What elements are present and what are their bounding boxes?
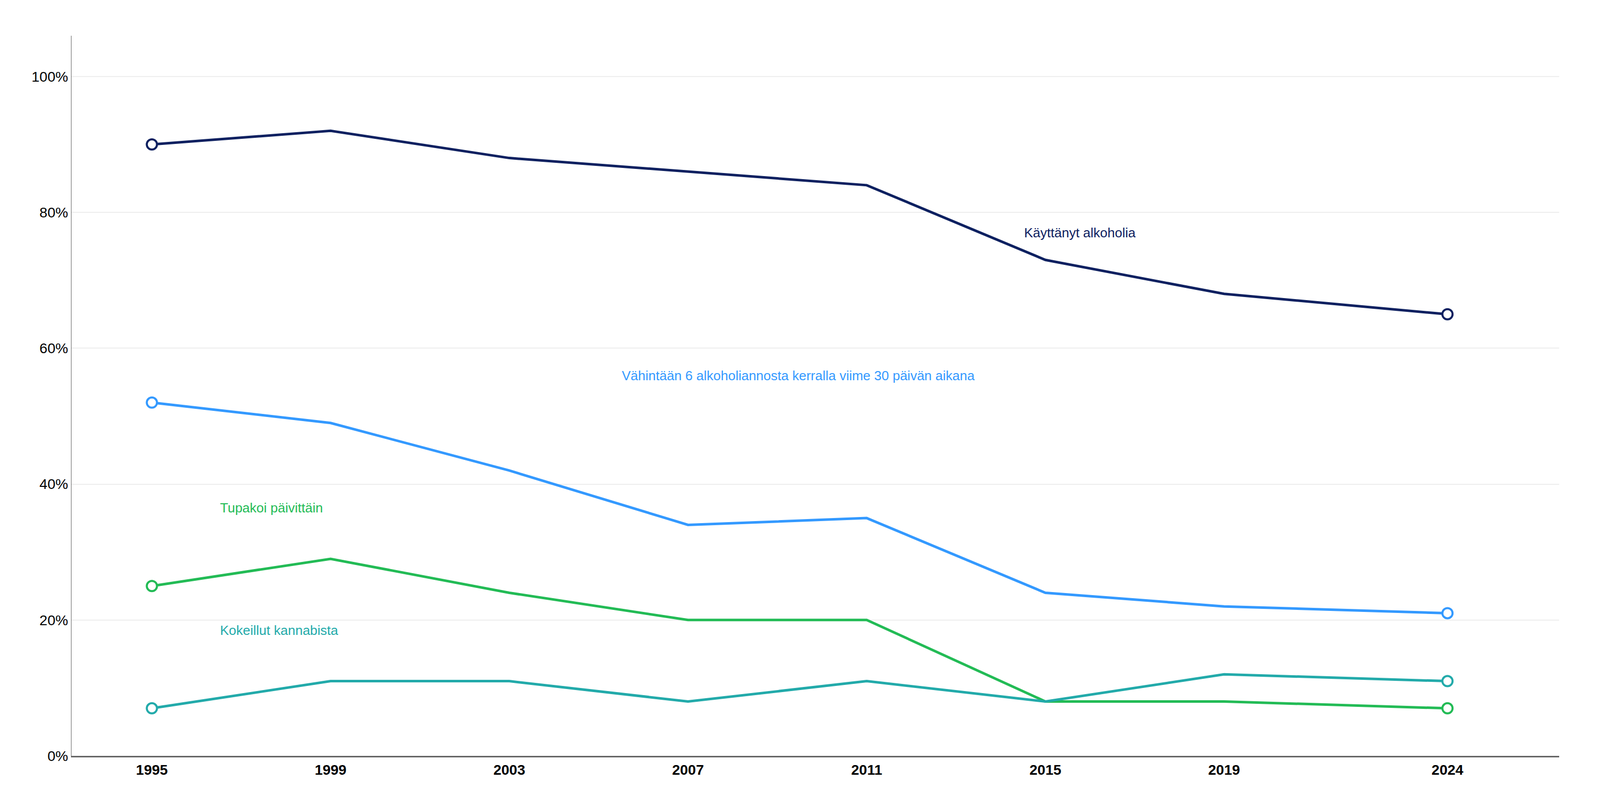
svg-text:2015: 2015 <box>1029 762 1062 779</box>
svg-text:60%: 60% <box>39 340 68 357</box>
svg-text:100%: 100% <box>31 68 69 85</box>
svg-text:2024: 2024 <box>1431 762 1464 779</box>
svg-text:Tupakoi päivittäin: Tupakoi päivittäin <box>220 500 323 516</box>
svg-text:2003: 2003 <box>493 762 525 779</box>
svg-text:Käyttänyt alkoholia: Käyttänyt alkoholia <box>1024 225 1136 241</box>
svg-text:2011: 2011 <box>851 762 883 779</box>
svg-text:20%: 20% <box>39 612 68 629</box>
svg-text:40%: 40% <box>39 476 68 493</box>
svg-text:0%: 0% <box>47 748 68 765</box>
svg-text:1999: 1999 <box>314 762 347 779</box>
svg-text:1995: 1995 <box>135 762 168 779</box>
svg-text:2007: 2007 <box>671 762 704 779</box>
svg-text:80%: 80% <box>39 204 68 221</box>
svg-text:Vähintään 6 alkoholiannosta ke: Vähintään 6 alkoholiannosta kerralla vii… <box>621 368 975 384</box>
svg-text:2019: 2019 <box>1208 762 1241 779</box>
svg-text:Kokeillut kannabista: Kokeillut kannabista <box>220 622 339 639</box>
